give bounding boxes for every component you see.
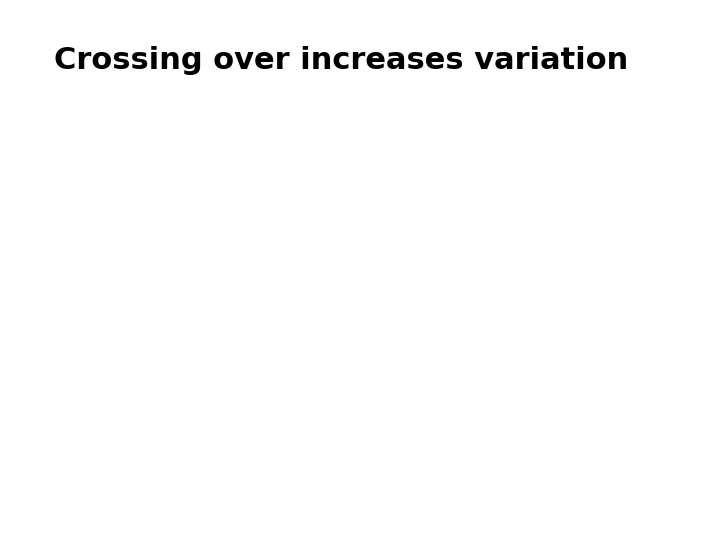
Text: Crossing over increases variation: Crossing over increases variation <box>54 46 629 75</box>
